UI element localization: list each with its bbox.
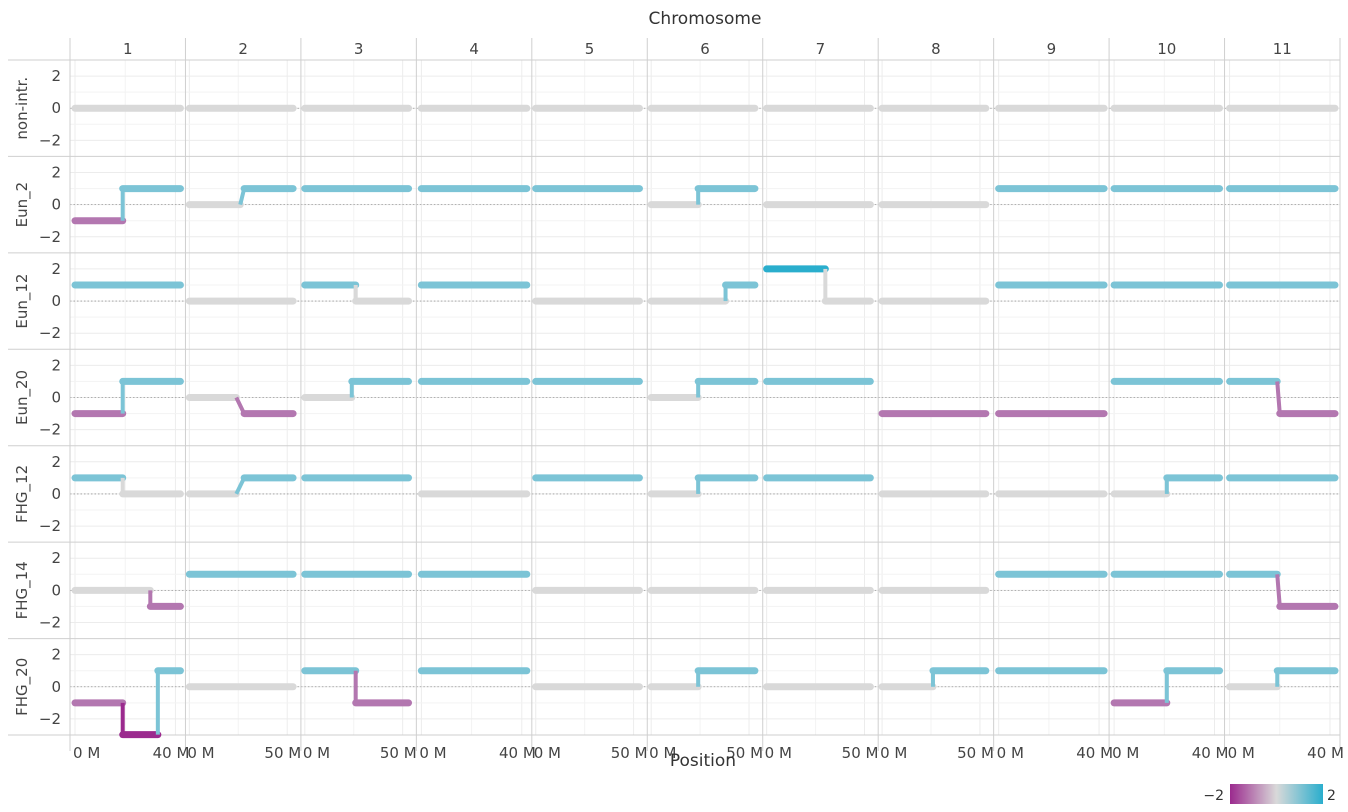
series-FHG_20-chr-1: [71, 667, 184, 739]
strip-label-chr-9: 9: [1047, 40, 1057, 58]
y-tick-label: −2: [39, 228, 61, 246]
y-tick-label: 2: [51, 164, 61, 182]
y-tick-label: −2: [39, 710, 61, 728]
x-tick-label: 0 M: [997, 744, 1024, 762]
x-tick-label: 0 M: [1228, 744, 1255, 762]
y-tick-label: 2: [51, 356, 61, 374]
series-FHG_20-chr-11: [1226, 667, 1339, 691]
y-tick-label: 0: [51, 99, 61, 117]
y-tick-label: 0: [51, 292, 61, 310]
transition-mark: [1275, 574, 1282, 607]
x-tick-label: 40 M: [1076, 744, 1113, 762]
x-tick-label: 0 M: [765, 744, 792, 762]
x-tick-label: 50 M: [842, 744, 879, 762]
x-axis-title: Position: [670, 751, 736, 771]
y-tick-label: 2: [51, 260, 61, 278]
legend-min-label: −2: [1203, 788, 1224, 804]
x-tick-label: 50 M: [264, 744, 301, 762]
color-legend: −2 2: [1203, 784, 1336, 804]
series-FHG_12-chr-6: [647, 474, 759, 498]
y-tick-label: −2: [39, 421, 61, 439]
strip-label-chr-6: 6: [700, 40, 710, 58]
y-tick-label: −2: [39, 517, 61, 535]
strip-label-chr-1: 1: [123, 40, 133, 58]
row-label-Eun_2: Eun_2: [13, 182, 32, 228]
y-tick-label: 0: [51, 389, 61, 407]
x-tick-label: 0 M: [534, 744, 561, 762]
transition-mark: [1275, 381, 1282, 414]
x-tick-label: 0 M: [419, 744, 446, 762]
series-FHG_20-chr-6: [647, 667, 759, 691]
y-tick-label: 0: [51, 485, 61, 503]
series-FHG_14-chr-1: [71, 586, 184, 610]
x-tick-label: 0 M: [73, 744, 100, 762]
y-tick-label: −2: [39, 131, 61, 149]
strip-labels: 1 2 3 4 5 6 7 8 9 10 11: [123, 40, 1292, 58]
series-Eun_20-chr-6: [647, 377, 759, 401]
facet-column-title: Chromosome: [649, 9, 762, 29]
series-Eun_20-chr-1: [71, 377, 184, 418]
x-tick-label: 40 M: [1192, 744, 1229, 762]
strip-label-chr-11: 11: [1273, 40, 1292, 58]
row-label-FHG_12: FHG_12: [13, 465, 32, 523]
legend-max-label: 2: [1327, 788, 1336, 804]
series-Eun_2-chr-6: [647, 185, 759, 209]
series-Eun_20-chr-2: [185, 394, 297, 418]
strip-label-chr-2: 2: [238, 40, 248, 58]
strip-label-chr-7: 7: [816, 40, 826, 58]
x-tick-label: 0 M: [880, 744, 907, 762]
y-tick-label: 0: [51, 196, 61, 214]
series-FHG_12-chr-1: [71, 474, 184, 498]
x-tick-label: 50 M: [380, 744, 417, 762]
y-tick-label: −2: [39, 614, 61, 632]
series-Eun_12-chr-3: [301, 281, 413, 305]
x-tick-label: 0 M: [649, 744, 676, 762]
row-label-FHG_20: FHG_20: [13, 658, 32, 716]
legend-gradient-bar: [1230, 784, 1323, 804]
strip-label-chr-5: 5: [585, 40, 595, 58]
x-tick-label: 0 M: [1112, 744, 1139, 762]
x-tick-label: 50 M: [957, 744, 994, 762]
series-FHG_12-chr-10: [1110, 474, 1224, 498]
series-FHG_20-chr-8: [878, 667, 990, 691]
row-label-FHG_14: FHG_14: [13, 561, 32, 619]
y-tick-label: 2: [51, 453, 61, 471]
x-tick-label: 0 M: [303, 744, 330, 762]
strip-label-chr-4: 4: [469, 40, 479, 58]
series-Eun_12-chr-7: [763, 265, 874, 305]
x-tick-label: 50 M: [611, 744, 648, 762]
series-FHG_20-chr-10: [1110, 667, 1224, 707]
y-tick-labels: 2 0 −2 2 0 −2 2 0 −2 2 0 −2 2 0 −2 2 0 −2 2 0 −2: [39, 67, 61, 728]
strip-label-chr-10: 10: [1157, 40, 1176, 58]
series-Eun_12-chr-6: [647, 281, 759, 305]
panels-layer: [8, 38, 1341, 751]
y-tick-label: 0: [51, 678, 61, 696]
strip-label-chr-3: 3: [354, 40, 364, 58]
series-FHG_20-chr-3: [301, 667, 413, 707]
series-Eun_2-chr-1: [71, 185, 184, 225]
row-label-Eun_20: Eun_20: [13, 370, 32, 425]
row-labels: non-intr. Eun_2 Eun_12 Eun_20 FHG_12 FHG_14 FH…: [13, 77, 32, 716]
y-tick-label: 2: [51, 646, 61, 664]
strip-label-chr-8: 8: [931, 40, 941, 58]
series-FHG_14-chr-11: [1226, 570, 1339, 610]
x-tick-label: 40 M: [1307, 744, 1344, 762]
x-tick-label: 0 M: [187, 744, 214, 762]
row-label-non-intr.: non-intr.: [13, 77, 31, 140]
series-Eun_20-chr-3: [301, 377, 413, 401]
x-tick-label: 50 M: [726, 744, 763, 762]
series-FHG_12-chr-2: [185, 474, 297, 498]
x-tick-label: 40 M: [153, 744, 190, 762]
y-tick-label: −2: [39, 324, 61, 342]
y-tick-label: 2: [51, 549, 61, 567]
series-Eun_20-chr-11: [1226, 377, 1339, 418]
row-label-Eun_12: Eun_12: [13, 274, 32, 329]
series-Eun_2-chr-2: [185, 185, 297, 209]
y-tick-label: 0: [51, 581, 61, 599]
x-tick-label: 40 M: [499, 744, 536, 762]
y-tick-label: 2: [51, 67, 61, 85]
